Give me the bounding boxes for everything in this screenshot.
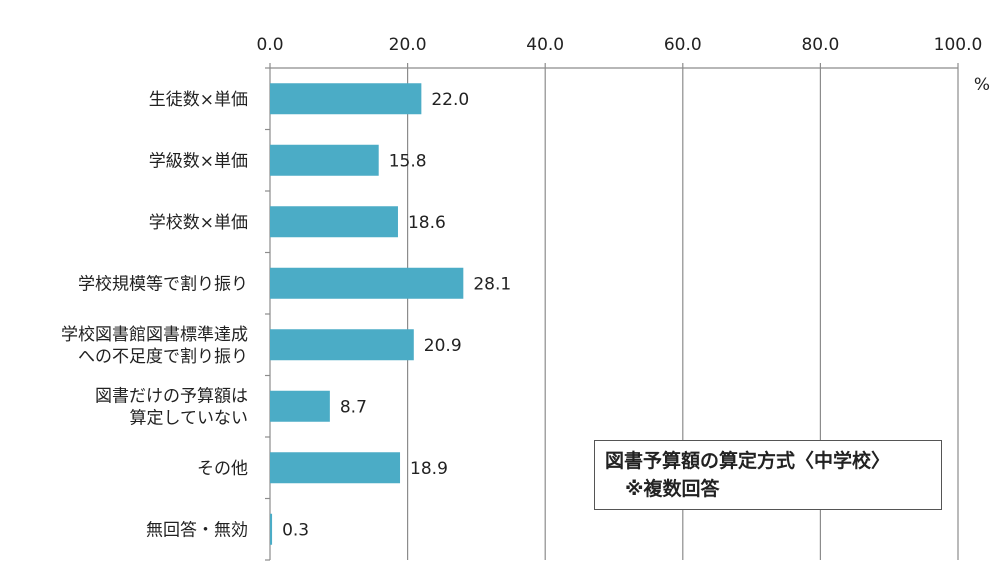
bar [270, 513, 273, 545]
x-tick-label: 60.0 [664, 35, 702, 55]
data-label: 15.8 [389, 151, 427, 171]
chart-annotation-box: 図書予算額の算定方式〈中学校〉 ※複数回答 [594, 440, 942, 510]
category-label: への不足度で割り振り [78, 347, 248, 367]
bar [270, 267, 464, 299]
category-label: 学校図書館図書標準達成 [61, 325, 248, 345]
category-label: 算定していない [130, 408, 249, 428]
x-tick-label: 80.0 [801, 35, 839, 55]
bar [270, 83, 422, 115]
x-tick-label: 40.0 [526, 35, 564, 55]
x-tick-label: 100.0 [934, 35, 983, 55]
data-label: 22.0 [431, 90, 469, 110]
category-label: 生徒数×単価 [149, 90, 248, 110]
bar [270, 206, 398, 238]
x-tick-label: 20.0 [389, 35, 427, 55]
data-label: 8.7 [340, 397, 367, 417]
chart-annotation-title: 図書予算額の算定方式〈中学校〉 [605, 450, 891, 472]
category-label: 学校数×単価 [149, 213, 248, 233]
category-label: 無回答・無効 [146, 520, 248, 540]
unit-label: % [974, 75, 990, 95]
x-tick-label: 0.0 [256, 35, 283, 55]
category-label: その他 [197, 459, 248, 479]
chart-annotation-note: ※複数回答 [625, 478, 720, 500]
category-label: 学校規模等で割り振り [78, 274, 248, 294]
data-label: 20.9 [424, 336, 462, 356]
data-label: 18.9 [410, 459, 448, 479]
category-label: 図書だけの予算額は [95, 386, 248, 406]
category-label: 学級数×単価 [149, 151, 248, 171]
data-label: 18.6 [408, 213, 446, 233]
bar [270, 144, 379, 176]
data-label: 0.3 [282, 520, 309, 540]
bar [270, 390, 330, 422]
bar [270, 452, 401, 484]
data-label: 28.1 [473, 274, 511, 294]
bar [270, 329, 414, 361]
